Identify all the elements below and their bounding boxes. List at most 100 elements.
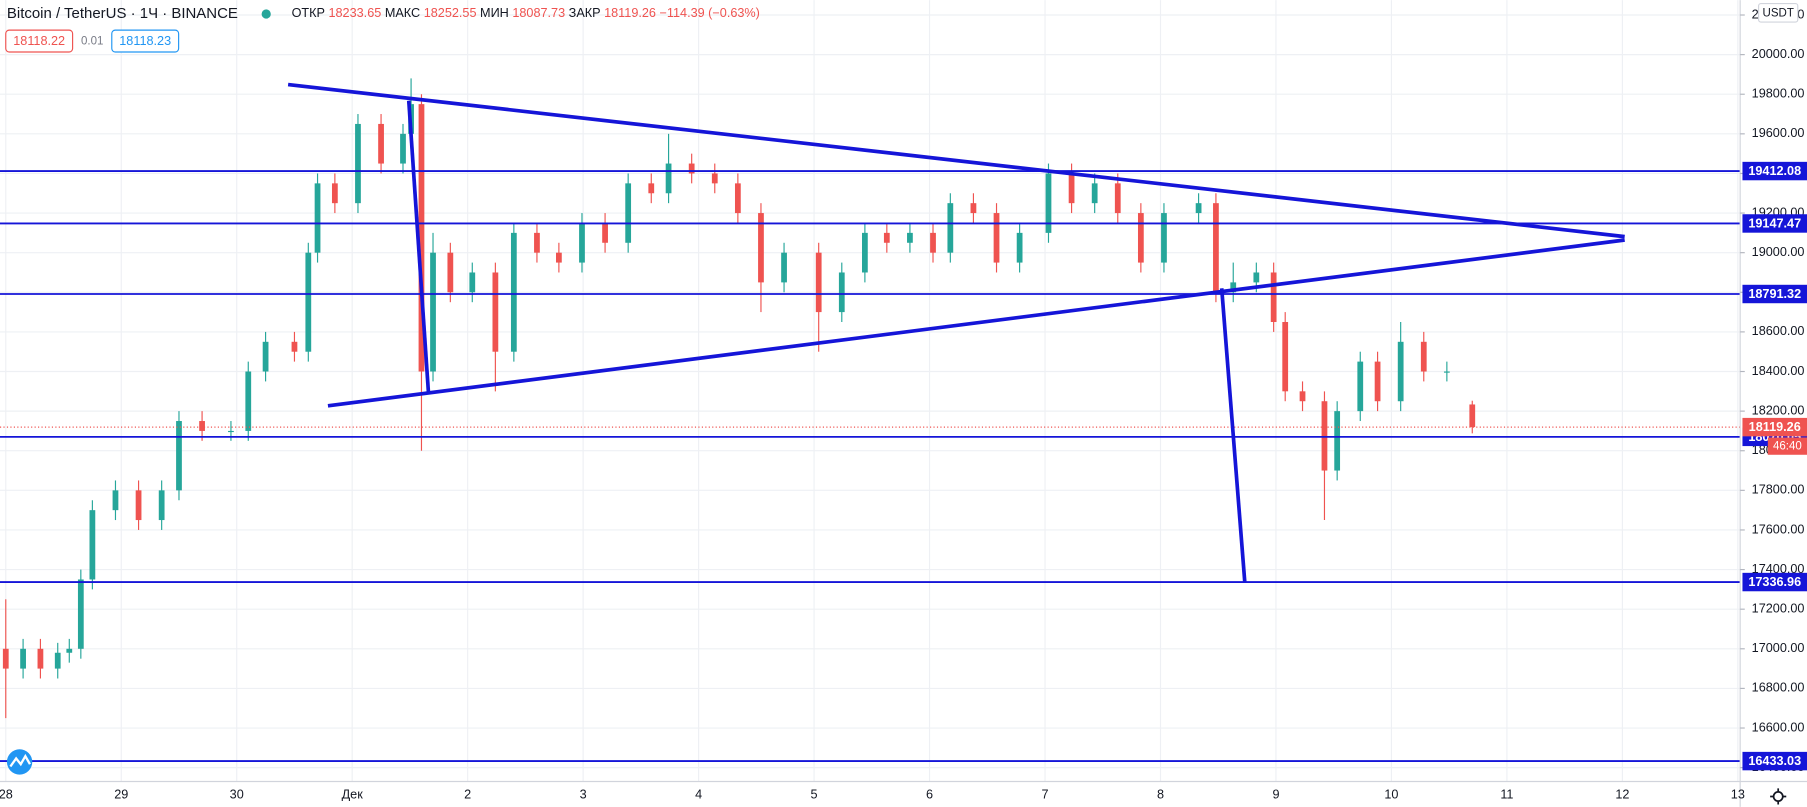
candle-body [625, 183, 632, 243]
candle-body [112, 490, 119, 511]
candle-body [291, 341, 298, 352]
candle-body [1374, 361, 1381, 402]
candle-body [688, 163, 695, 174]
high-value: 18252.55 [424, 6, 477, 20]
level-label: 18791.32 [1748, 287, 1801, 301]
countdown-box [1767, 437, 1807, 455]
x-tick-label: 10 [1384, 788, 1398, 802]
currency-box[interactable] [1758, 3, 1799, 23]
candle-body [1114, 183, 1121, 214]
y-tick-label: 17000.00 [1752, 641, 1805, 655]
last-price-label: 18119.26 [1749, 420, 1801, 434]
candle-body [400, 133, 406, 164]
high-label: МАКС [385, 6, 420, 20]
level-label-box [1742, 161, 1807, 181]
x-tick-label: 2 [464, 788, 471, 802]
buy-button[interactable] [111, 29, 180, 53]
candle-body [430, 252, 436, 372]
candle-body [378, 123, 384, 164]
level-label-box [1742, 751, 1807, 771]
candle-body [2, 648, 9, 669]
level-label-box [1742, 572, 1807, 592]
y-tick-label: 17400.00 [1752, 562, 1805, 576]
trend-line [287, 82, 1625, 239]
low-label: МИН [480, 6, 509, 20]
settings-icon[interactable] [1770, 788, 1787, 805]
ask-price[interactable]: 18118.23 [119, 34, 171, 48]
candle-body [199, 421, 205, 431]
candle-body [1299, 391, 1306, 402]
y-tick-label: 17600.00 [1752, 522, 1805, 536]
candle-body [469, 272, 476, 293]
candle-body [758, 213, 764, 283]
x-tick-label: 7 [1041, 788, 1048, 802]
bid-price[interactable]: 18118.22 [13, 34, 65, 48]
candle-body [1137, 213, 1144, 263]
candle-body [970, 203, 977, 214]
candle-body [993, 213, 1000, 263]
candle-body [1045, 173, 1052, 233]
candle-body [838, 272, 845, 313]
candle-body [20, 648, 26, 669]
candle-body [245, 371, 252, 431]
candle-body [947, 203, 954, 253]
candle-body [1469, 404, 1476, 428]
candle-body [781, 252, 787, 283]
x-tick-label: 9 [1272, 788, 1279, 802]
x-tick-label: 30 [230, 788, 244, 802]
candle-body [305, 252, 312, 352]
grid [0, 0, 1741, 782]
level-label: 16433.03 [1748, 754, 1801, 768]
candle-body [1068, 173, 1075, 204]
spread: 0.01 [81, 36, 103, 48]
ohlc-legend: ОТКР 18233.65 МАКС 18252.55 МИН 18087.73… [292, 6, 760, 20]
open-label: ОТКР [292, 6, 325, 20]
candle-body [262, 341, 269, 372]
sell-button[interactable] [5, 29, 74, 53]
candle-body [1282, 321, 1289, 392]
candle-body [1016, 232, 1023, 263]
candle-body [1230, 282, 1237, 293]
change: −114.39 (−0.63%) [660, 6, 760, 20]
candle-body [734, 183, 741, 214]
candle-body [1253, 272, 1260, 283]
y-tick-label: 16800.00 [1752, 681, 1805, 695]
candle-body [556, 252, 562, 263]
x-tick-label: 29 [114, 788, 128, 802]
candle-body [1321, 401, 1328, 471]
candle-body [77, 579, 84, 649]
candle-body [1270, 272, 1277, 322]
close-label: ЗАКР [569, 6, 601, 20]
candle-body [418, 104, 425, 372]
trend-line [406, 100, 431, 393]
currency[interactable]: USDT [1763, 7, 1794, 19]
last-price-box [1742, 417, 1807, 437]
level-label-box [1742, 284, 1807, 304]
open-value: 18233.65 [328, 6, 381, 20]
level-label-box [1742, 214, 1807, 233]
candle-body [579, 222, 585, 263]
y-tick-label: 18400.00 [1752, 364, 1805, 378]
candle-body [602, 222, 608, 243]
candle-body [510, 232, 517, 352]
candle-body [158, 490, 165, 521]
y-tick-label: 20000.00 [1752, 47, 1805, 61]
candle-body [883, 232, 890, 243]
x-tick-label: 12 [1615, 788, 1629, 802]
trend-line [327, 238, 1625, 408]
candle-body [447, 252, 454, 293]
candle-body [176, 421, 182, 491]
candle-body [907, 232, 913, 243]
x-tick-label: 8 [1157, 788, 1164, 802]
candle-body [665, 163, 672, 194]
symbol-title: Bitcoin / TetherUS · 1Ч · BINANCE [7, 5, 238, 22]
x-tick-label: 4 [695, 788, 702, 802]
y-tick-label: 19600.00 [1752, 126, 1805, 140]
candle-body [711, 173, 718, 184]
candle-body [1213, 203, 1219, 293]
y-tick-label: 19800.00 [1752, 87, 1805, 101]
candle-body [534, 232, 540, 253]
x-tick-label: 11 [1500, 788, 1513, 802]
